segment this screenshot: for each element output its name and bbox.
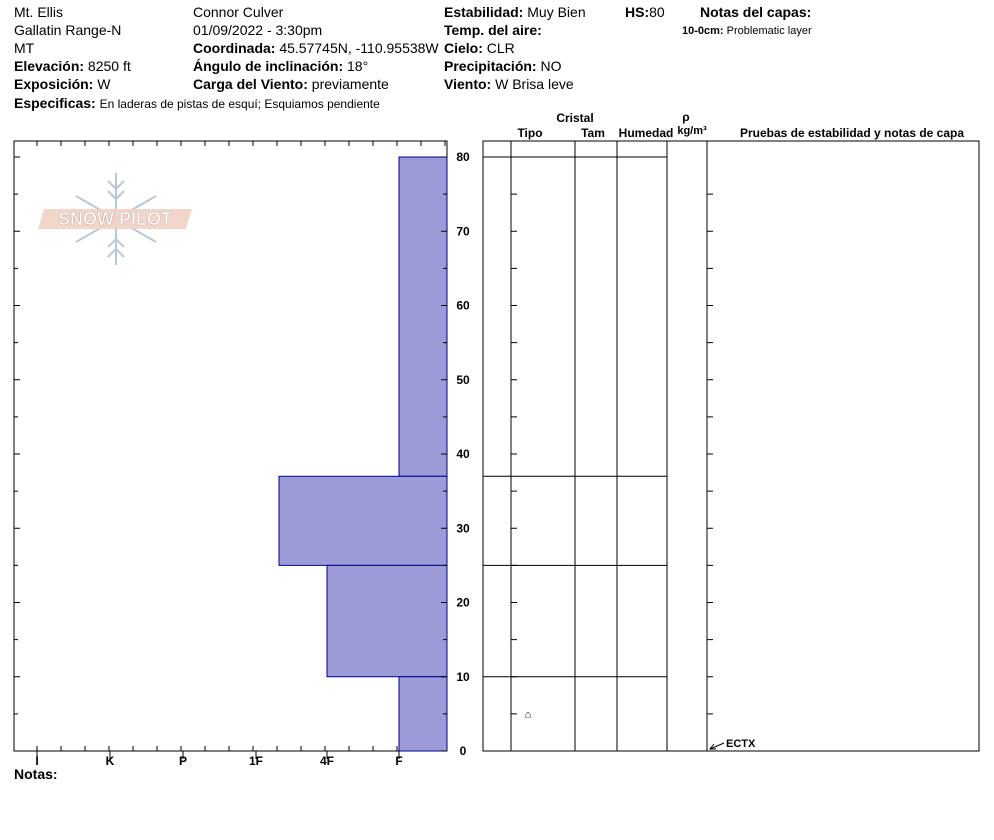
stability: Estabilidad: Muy Bien (444, 4, 586, 20)
specifics-value: En laderas de pistas de esquí; Esquiamos… (99, 97, 380, 111)
depth-tick-label: 60 (456, 299, 470, 313)
table-depth-ticks (511, 193, 713, 715)
tests-header: Pruebas de estabilidad y notas de capa (740, 126, 964, 140)
slope-angle: Ángulo de inclinación: 18° (193, 58, 368, 74)
hardness-bar (398, 156, 448, 477)
location-name: Mt. Ellis (14, 4, 63, 20)
range-name: Gallatin Range-N (14, 22, 122, 38)
stability-label: Estabilidad: (444, 4, 524, 20)
hardness-bar (326, 564, 448, 678)
hardness-tick-label: K (106, 754, 115, 768)
aspect: Exposición: W (14, 76, 110, 92)
precip-label: Precipitación: (444, 58, 537, 74)
hardness-tick-label: P (179, 754, 187, 768)
density-unit: kg/m³ (677, 125, 707, 137)
hardness-tick-label: 1F (249, 754, 263, 768)
coord-value: 45.57745N, -110.95538W (279, 40, 439, 56)
observer-name: Connor Culver (193, 4, 284, 20)
logo-text: SNOW PILOT (58, 209, 172, 229)
hs-value: 80 (649, 4, 665, 20)
wind-label: Viento: (444, 76, 492, 92)
depth-tick-label: 20 (456, 596, 470, 610)
elevation-label: Elevación: (14, 58, 85, 74)
depth-tick-label: 0 (460, 744, 467, 758)
depth-axis: 0 10 20 30 40 50 60 70 80 (14, 150, 470, 758)
density-symbol: ρ (682, 110, 689, 124)
observation-datetime: 01/09/2022 - 3:30pm (193, 22, 323, 38)
depth-tick-label: 70 (456, 224, 470, 238)
slope-label: Ángulo de inclinación: (193, 58, 344, 74)
layer-note: 10-0cm: Problematic layer (682, 23, 812, 39)
depth-tick-label: 80 (456, 150, 470, 164)
wind-value: W Brisa leve (495, 76, 574, 92)
elevation: Elevación: 8250 ft (14, 58, 131, 74)
coordinates: Coordinada: 45.57745N, -110.95538W (193, 40, 439, 56)
specifics: Especificas: En laderas de pistas de esq… (14, 95, 380, 112)
snow-height: HS:80 (625, 4, 665, 20)
aspect-label: Exposición: (14, 76, 94, 92)
depth-tick-label: 30 (456, 521, 470, 535)
hardness-tick-label: I (35, 754, 38, 768)
air-temp: Temp. del aire: (444, 22, 542, 38)
wind-load-label: Carga del Viento: (193, 76, 308, 92)
hs-label: HS: (625, 4, 650, 20)
elevation-value: 8250 ft (87, 58, 131, 74)
notes-label: Notas: (14, 766, 58, 782)
depth-tick-label: 40 (456, 447, 470, 461)
type-header: Tipo (517, 126, 542, 140)
size-header: Tam (581, 126, 605, 140)
table-column-lines (510, 141, 708, 751)
hardness-axis: I K P 1F 4F F (35, 141, 446, 768)
aspect-value: W (97, 76, 111, 92)
layer-note-text: Problematic layer (726, 25, 812, 37)
precip-value: NO (540, 58, 562, 74)
layer-notes-label: Notas del capas: (700, 4, 812, 20)
specifics-label: Especificas: (14, 95, 96, 111)
sky-value: CLR (486, 40, 515, 56)
logo-banner (38, 209, 192, 229)
stability-value: Muy Bien (527, 4, 586, 20)
hardness-bar (398, 676, 448, 752)
hardness-tick-label: 4F (320, 754, 334, 768)
wind-load-value: previamente (311, 76, 389, 92)
grain-form-symbol: ⌂ (525, 709, 532, 721)
layer-table-frame (482, 140, 980, 752)
moisture-header: Humedad (619, 126, 674, 140)
sky-label: Cielo: (444, 40, 483, 56)
hardness-bars (278, 156, 448, 752)
slope-value: 18° (347, 58, 369, 74)
crystal-header: Cristal (556, 111, 593, 125)
wind: Viento: W Brisa leve (444, 76, 574, 92)
air-temp-label: Temp. del aire: (444, 22, 542, 38)
hardness-tick-label: F (395, 754, 402, 768)
test-pointer-icon (708, 742, 725, 750)
depth-tick-label: 10 (456, 670, 470, 684)
sky: Cielo: CLR (444, 40, 515, 56)
precipitation: Precipitación: NO (444, 58, 561, 74)
state-name: MT (14, 40, 35, 56)
depth-tick-label: 50 (456, 373, 470, 387)
layer-note-depth: 10-0cm: (682, 25, 724, 37)
hardness-bar (278, 475, 448, 566)
coord-label: Coordinada: (193, 40, 276, 56)
wind-loading: Carga del Viento: previamente (193, 76, 389, 92)
test-result: ECTX (726, 738, 756, 750)
